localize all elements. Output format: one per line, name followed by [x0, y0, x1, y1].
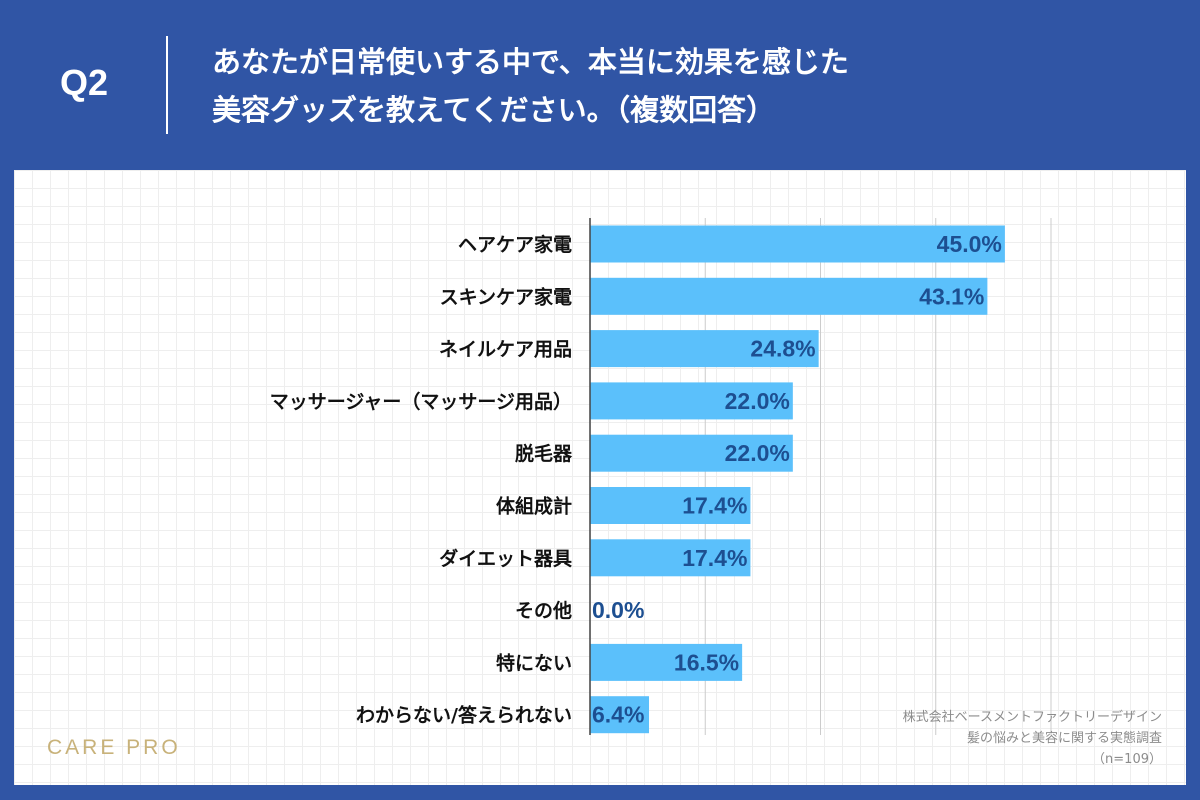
brand-logo: CARE PRO: [47, 736, 181, 759]
bar: [590, 434, 793, 472]
question-title-line-2: 美容グッズを教えてください。（複数回答）: [212, 93, 776, 127]
value-label: 16.5%: [674, 649, 739, 675]
category-label: マッサージャー（マッサージ用品）: [270, 390, 572, 413]
source-company: 株式会社ベースメントファクトリーデザイン: [902, 710, 1162, 725]
category-label: 体組成計: [496, 495, 572, 518]
value-label: 22.0%: [725, 388, 790, 414]
bar: [590, 225, 1005, 263]
header-divider: [166, 36, 168, 134]
bar-chart: ヘアケア家電 45.0% スキンケア家電 43.1% ネイルケア用品 24.8% マッサージ…: [270, 218, 1052, 735]
bar: [590, 643, 743, 681]
bar: [590, 382, 793, 420]
value-label: 17.4%: [682, 493, 747, 519]
value-label: 45.0%: [937, 231, 1002, 257]
source-survey: 髪の悩みと美容に関する実態調査: [966, 731, 1162, 746]
chart-panel: ヘアケア家電 45.0% スキンケア家電 43.1% ネイルケア用品 24.8% マッサージ…: [14, 170, 1186, 785]
category-label: スキンケア家電: [440, 285, 572, 308]
category-label: ネイルケア用品: [439, 339, 572, 361]
value-label: 6.4%: [592, 702, 644, 728]
category-label: ヘアケア家電: [458, 233, 572, 256]
bar: [590, 487, 751, 524]
bar: [590, 277, 988, 315]
value-label: 24.8%: [750, 336, 815, 362]
category-label: その他: [515, 599, 572, 622]
category-label: ダイエット器具: [439, 547, 572, 570]
question-title-line-1: あなたが日常使いする中で、本当に効果を感じた: [212, 45, 849, 79]
sample-size: （n=109）: [1092, 752, 1162, 767]
question-number: Q2: [60, 62, 109, 103]
value-label: 0.0%: [592, 597, 644, 623]
question-header: Q2 あなたが日常使いする中で、本当に効果を感じた 美容グッズを教えてください。…: [0, 0, 1200, 170]
bar: [590, 539, 751, 577]
category-label: わからない/答えられない: [356, 704, 572, 727]
category-label: 脱毛器: [515, 442, 573, 465]
bar: [590, 696, 650, 734]
value-label: 17.4%: [682, 545, 747, 571]
bar: [590, 330, 819, 368]
value-label: 22.0%: [725, 440, 790, 466]
category-label: 特にない: [496, 652, 572, 674]
source-note: 株式会社ベースメントファクトリーデザイン 髪の悩みと美容に関する実態調査 （n=…: [903, 707, 1162, 770]
question-title: あなたが日常使いする中で、本当に効果を感じた 美容グッズを教えてください。（複数…: [212, 38, 1172, 134]
value-label: 43.1%: [919, 283, 984, 309]
